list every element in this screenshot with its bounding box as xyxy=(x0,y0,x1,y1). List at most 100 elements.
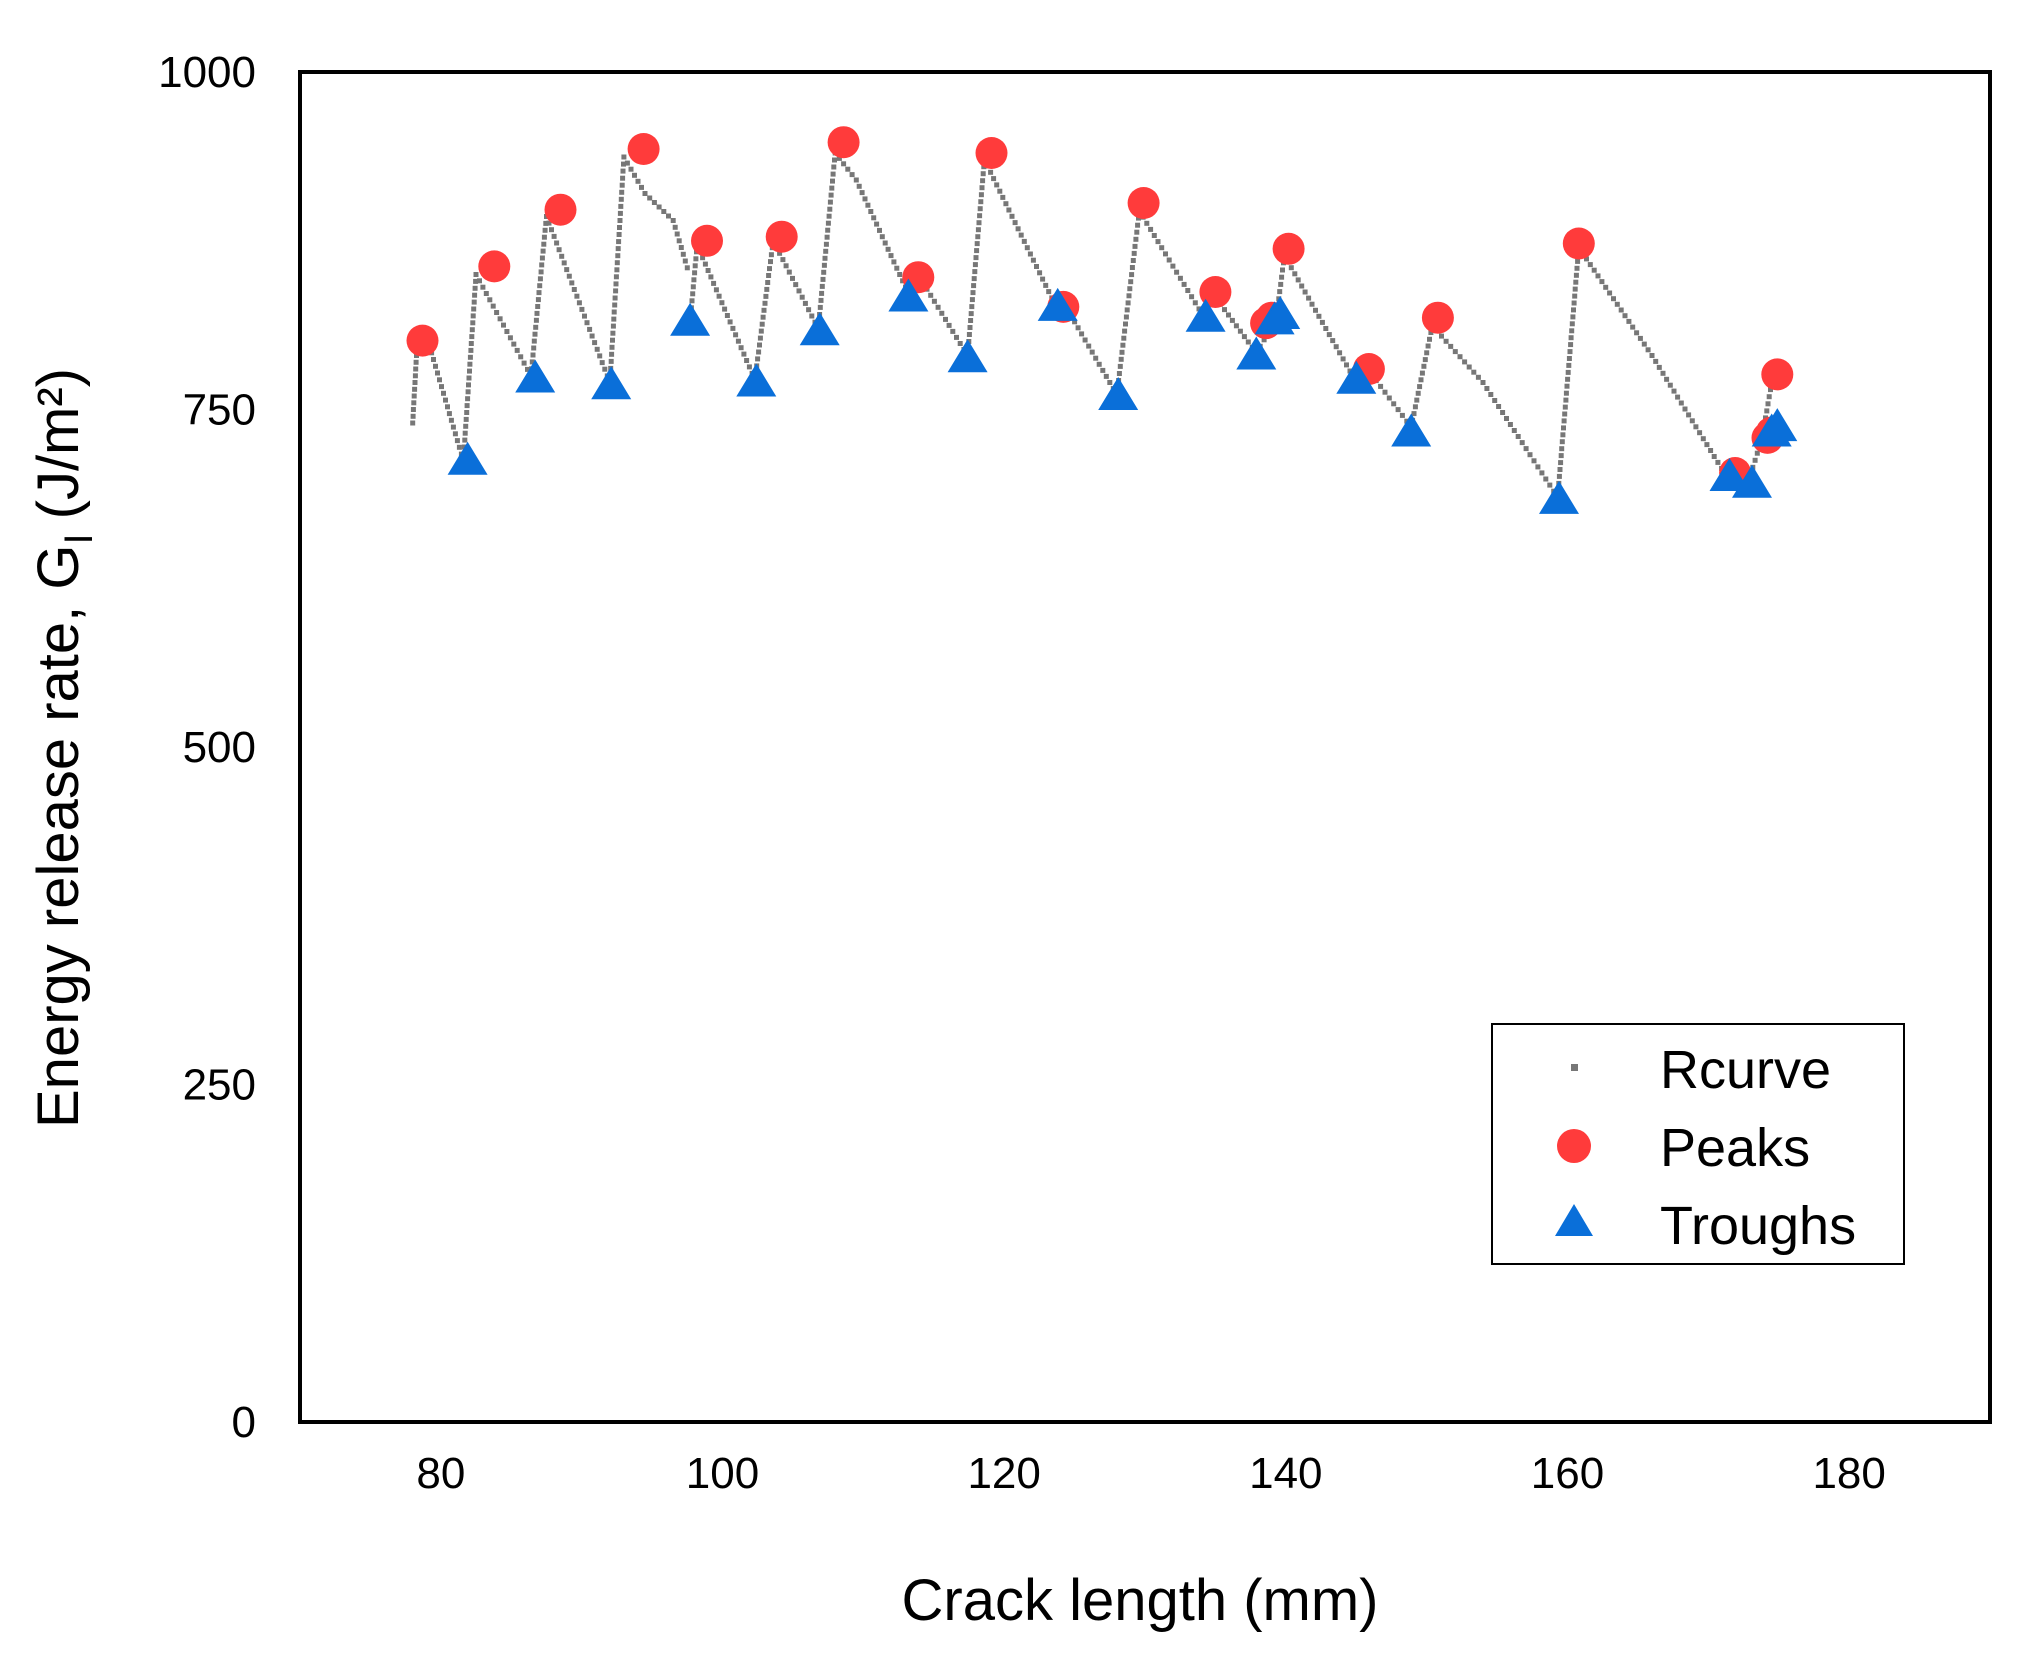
rcurve-point xyxy=(1519,440,1525,446)
rcurve-point xyxy=(882,240,888,246)
rcurve-point xyxy=(1277,289,1283,295)
rcurve-point xyxy=(569,280,575,286)
rcurve-point xyxy=(454,438,460,444)
rcurve-point xyxy=(849,172,855,178)
x-axis-label: Crack length (mm) xyxy=(902,1568,1379,1633)
rcurve-point xyxy=(1309,301,1315,307)
rcurve-point xyxy=(827,199,833,205)
rcurve-point xyxy=(793,282,799,288)
rcurve-point xyxy=(467,368,472,374)
rcurve-point xyxy=(1120,342,1126,348)
peak-point xyxy=(478,250,511,283)
rcurve-point xyxy=(609,351,615,357)
y-axis-label-main: Energy release rate, G xyxy=(26,544,91,1128)
rcurve-point xyxy=(1340,356,1346,362)
rcurve-point xyxy=(1428,330,1434,335)
rcurve-point xyxy=(441,390,446,396)
peak-point xyxy=(827,126,860,159)
rcurve-point xyxy=(501,322,506,328)
rcurve-point xyxy=(1421,363,1427,369)
rcurve-point xyxy=(1568,342,1574,348)
rcurve-point xyxy=(1119,349,1125,355)
rcurve-point xyxy=(897,272,903,277)
rcurve-point xyxy=(542,227,548,233)
legend-peaks-marker xyxy=(1557,1129,1591,1163)
rcurve-point xyxy=(1653,358,1659,364)
rcurve-point xyxy=(819,290,825,296)
x-tick-label: 180 xyxy=(1812,1449,1885,1498)
rcurve-point xyxy=(1226,312,1231,318)
rcurve-point xyxy=(678,245,684,250)
trough-point xyxy=(1098,377,1139,410)
rcurve-point xyxy=(592,340,598,346)
rcurve-point xyxy=(1565,376,1571,382)
rcurve-point xyxy=(1151,233,1157,238)
rcurve-point xyxy=(1313,307,1318,313)
rcurve-point xyxy=(617,210,623,216)
rcurve-point xyxy=(1079,331,1085,337)
rcurve-point xyxy=(1316,313,1322,319)
rcurve-point xyxy=(616,232,622,237)
rcurve-point xyxy=(538,269,544,275)
rcurve-point xyxy=(566,273,572,279)
rcurve-point xyxy=(465,389,471,395)
rcurve-point xyxy=(977,213,983,219)
rcurve-point xyxy=(413,359,419,365)
rcurve-point xyxy=(1280,267,1285,273)
rcurve-point xyxy=(1614,301,1620,307)
rcurve-point xyxy=(829,185,835,191)
rcurve-point xyxy=(1241,334,1247,340)
rcurve-point xyxy=(1599,279,1605,285)
rcurve-point xyxy=(483,291,489,296)
rcurve-point xyxy=(1082,337,1088,343)
rcurve-point xyxy=(615,253,621,259)
rcurve-point xyxy=(1754,450,1760,456)
rcurve-point xyxy=(543,220,549,226)
rcurve-point xyxy=(821,269,827,275)
peak-point xyxy=(691,224,723,257)
rcurve-point xyxy=(1009,213,1015,219)
rcurve-point xyxy=(974,241,980,247)
rcurve-point xyxy=(647,195,653,201)
rcurve-point xyxy=(1018,232,1024,238)
rcurve-point xyxy=(1386,395,1392,401)
rcurve-point xyxy=(1170,263,1176,269)
peak-point xyxy=(406,324,439,357)
trough-point xyxy=(888,278,929,312)
rcurve-point xyxy=(1174,269,1180,275)
rcurve-point xyxy=(988,169,994,175)
rcurve-point xyxy=(682,258,688,264)
rcurve-point xyxy=(471,299,477,305)
rcurve-point xyxy=(533,317,539,323)
rcurve-point xyxy=(452,431,458,437)
rcurve-point xyxy=(1637,335,1643,341)
rcurve-point xyxy=(1107,380,1113,385)
rcurve-point xyxy=(853,177,859,183)
y-tick-label: 750 xyxy=(183,386,256,435)
rcurve-point xyxy=(997,188,1003,194)
rcurve-point xyxy=(1764,408,1770,414)
rcurve-point xyxy=(1626,318,1632,324)
rcurve-point xyxy=(762,300,768,306)
rcurve-point xyxy=(1181,281,1187,287)
rcurve-point xyxy=(535,297,541,303)
rcurve-point xyxy=(1319,319,1325,325)
rcurve-point xyxy=(1419,370,1425,376)
rcurve-point xyxy=(972,262,978,268)
rcurve-point xyxy=(943,316,948,322)
rcurve-point xyxy=(1024,245,1030,251)
rcurve-point xyxy=(1333,344,1339,350)
rcurve-point xyxy=(1412,404,1418,410)
rcurve-point xyxy=(757,342,762,348)
rcurve-point xyxy=(534,310,540,316)
rcurve-point xyxy=(435,370,440,376)
rcurve-point xyxy=(836,155,842,161)
rcurve-point xyxy=(705,268,711,273)
rcurve-point xyxy=(617,218,623,223)
rcurve-point xyxy=(1591,267,1597,273)
rcurve-point xyxy=(758,328,764,334)
trough-point xyxy=(736,363,777,397)
rcurve-point xyxy=(1040,276,1046,282)
rcurve-point xyxy=(689,298,695,304)
